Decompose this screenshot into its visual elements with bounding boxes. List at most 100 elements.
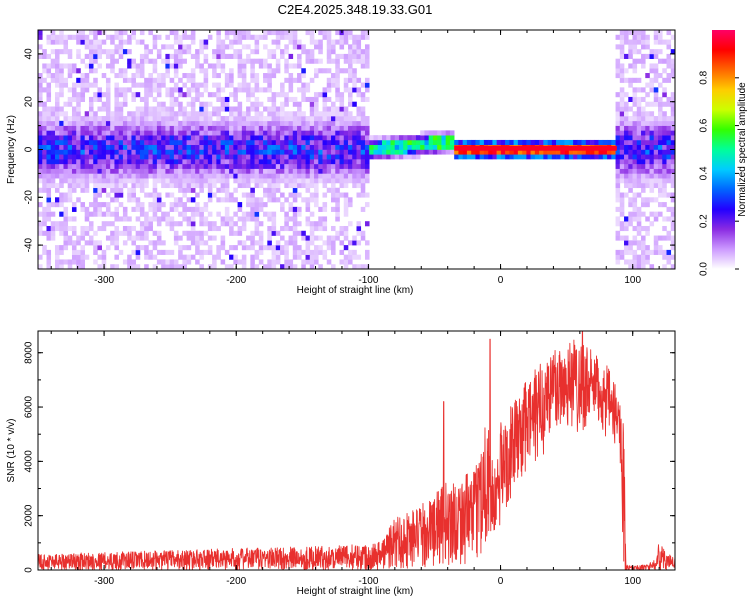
heatmap-cell (229, 168, 234, 174)
heatmap-cell (97, 30, 102, 36)
heatmap-cell (636, 192, 642, 198)
heatmap-cell (360, 168, 366, 174)
heatmap-cell (88, 68, 94, 74)
heatmap-cell (38, 111, 43, 117)
heatmap-cell (670, 225, 675, 232)
heatmap-cell (156, 149, 162, 155)
heatmap-cell (195, 182, 200, 189)
heatmap-cell (71, 116, 77, 122)
heatmap-cell (178, 245, 183, 251)
heatmap-cell (263, 178, 268, 184)
heatmap-cell (110, 163, 115, 169)
heatmap-cell (288, 202, 294, 208)
heatmap-cell (169, 202, 175, 208)
heatmap-cell (335, 82, 340, 88)
heatmap-cell (632, 206, 638, 212)
heatmap-cell (292, 149, 298, 155)
heatmap-cell (641, 154, 646, 160)
heatmap-cell (131, 34, 136, 40)
heatmap-cell (258, 101, 264, 107)
heatmap-cell (377, 135, 383, 141)
heatmap-cell (458, 149, 463, 155)
heatmap-cell (54, 197, 60, 203)
heatmap-cell (135, 144, 141, 150)
heatmap-cell (93, 34, 98, 40)
heatmap-cell (649, 53, 655, 59)
heatmap-cell (224, 77, 230, 83)
heatmap-cell (322, 206, 328, 212)
heatmap-cell (173, 73, 179, 79)
heatmap-cell (118, 178, 124, 184)
heatmap-cell (110, 211, 115, 217)
heatmap-cell (80, 130, 86, 136)
heatmap-cell (207, 173, 213, 179)
heatmap-cell (292, 63, 298, 69)
heatmap-cell (114, 163, 119, 169)
heatmap-cell (632, 135, 638, 141)
heatmap-cell (212, 168, 217, 174)
heatmap-cell (666, 173, 672, 179)
heatmap-cell (195, 245, 200, 251)
heatmap-cell (207, 245, 213, 251)
heatmap-cell (169, 168, 175, 174)
heatmap-cell (649, 264, 655, 269)
heatmap-cell (645, 144, 650, 150)
heatmap-cell (263, 125, 268, 131)
heatmap-cell (636, 159, 642, 165)
heatmap-cell (454, 149, 459, 155)
heatmap-cell (135, 168, 141, 174)
heatmap-cell (71, 216, 77, 222)
heatmap-cell (114, 130, 119, 136)
heatmap-cell (364, 154, 370, 160)
heatmap-cell (352, 178, 357, 184)
heatmap-cell (195, 149, 200, 155)
heatmap-cell (203, 178, 209, 184)
heatmap-cell (97, 264, 102, 269)
heatmap-cell (348, 135, 353, 141)
heatmap-cell (297, 254, 302, 260)
heatmap-cell (670, 68, 675, 74)
heatmap-cell (263, 144, 268, 150)
heatmap-cell (624, 163, 629, 169)
heatmap-cell (216, 159, 221, 165)
heatmap-cell (229, 92, 234, 98)
heatmap-cell (662, 125, 667, 131)
heatmap-cell (97, 225, 102, 232)
heatmap-cell (63, 163, 69, 169)
heatmap-cell (615, 68, 621, 74)
heatmap-cell (471, 139, 476, 146)
heatmap-cell (148, 120, 153, 126)
heatmap-cell (619, 178, 625, 184)
heatmap-cell (38, 178, 43, 184)
heatmap-cell (241, 44, 247, 50)
heatmap-cell (254, 77, 260, 83)
heatmap-cell (615, 139, 621, 146)
heatmap-cell (237, 159, 243, 165)
heatmap-cell (636, 106, 642, 112)
heatmap-cell (139, 116, 145, 122)
heatmap-cell (322, 254, 328, 260)
heatmap-cell (335, 163, 340, 169)
heatmap-cell (199, 187, 204, 193)
heatmap-cell (71, 82, 77, 88)
heatmap-cell (80, 163, 86, 169)
heatmap-cell (322, 92, 328, 98)
heatmap-cell (666, 149, 672, 155)
heatmap-cell (360, 230, 366, 236)
heatmap-cell (309, 259, 315, 265)
heatmap-cell (352, 73, 357, 79)
heatmap-cell (449, 149, 455, 155)
heatmap-cell (76, 163, 81, 169)
heatmap-cell (318, 130, 323, 136)
heatmap-cell (199, 106, 204, 112)
heatmap-cell (254, 249, 260, 255)
heatmap-cell (284, 101, 289, 107)
heatmap-cell (42, 182, 47, 189)
heatmap-cell (216, 254, 221, 260)
heatmap-cell (237, 216, 243, 222)
heatmap-cell (628, 154, 633, 160)
heatmap-cell (619, 192, 625, 198)
heatmap-cell (110, 197, 115, 203)
heatmap-cell (632, 116, 638, 122)
heatmap-cell (203, 87, 209, 93)
